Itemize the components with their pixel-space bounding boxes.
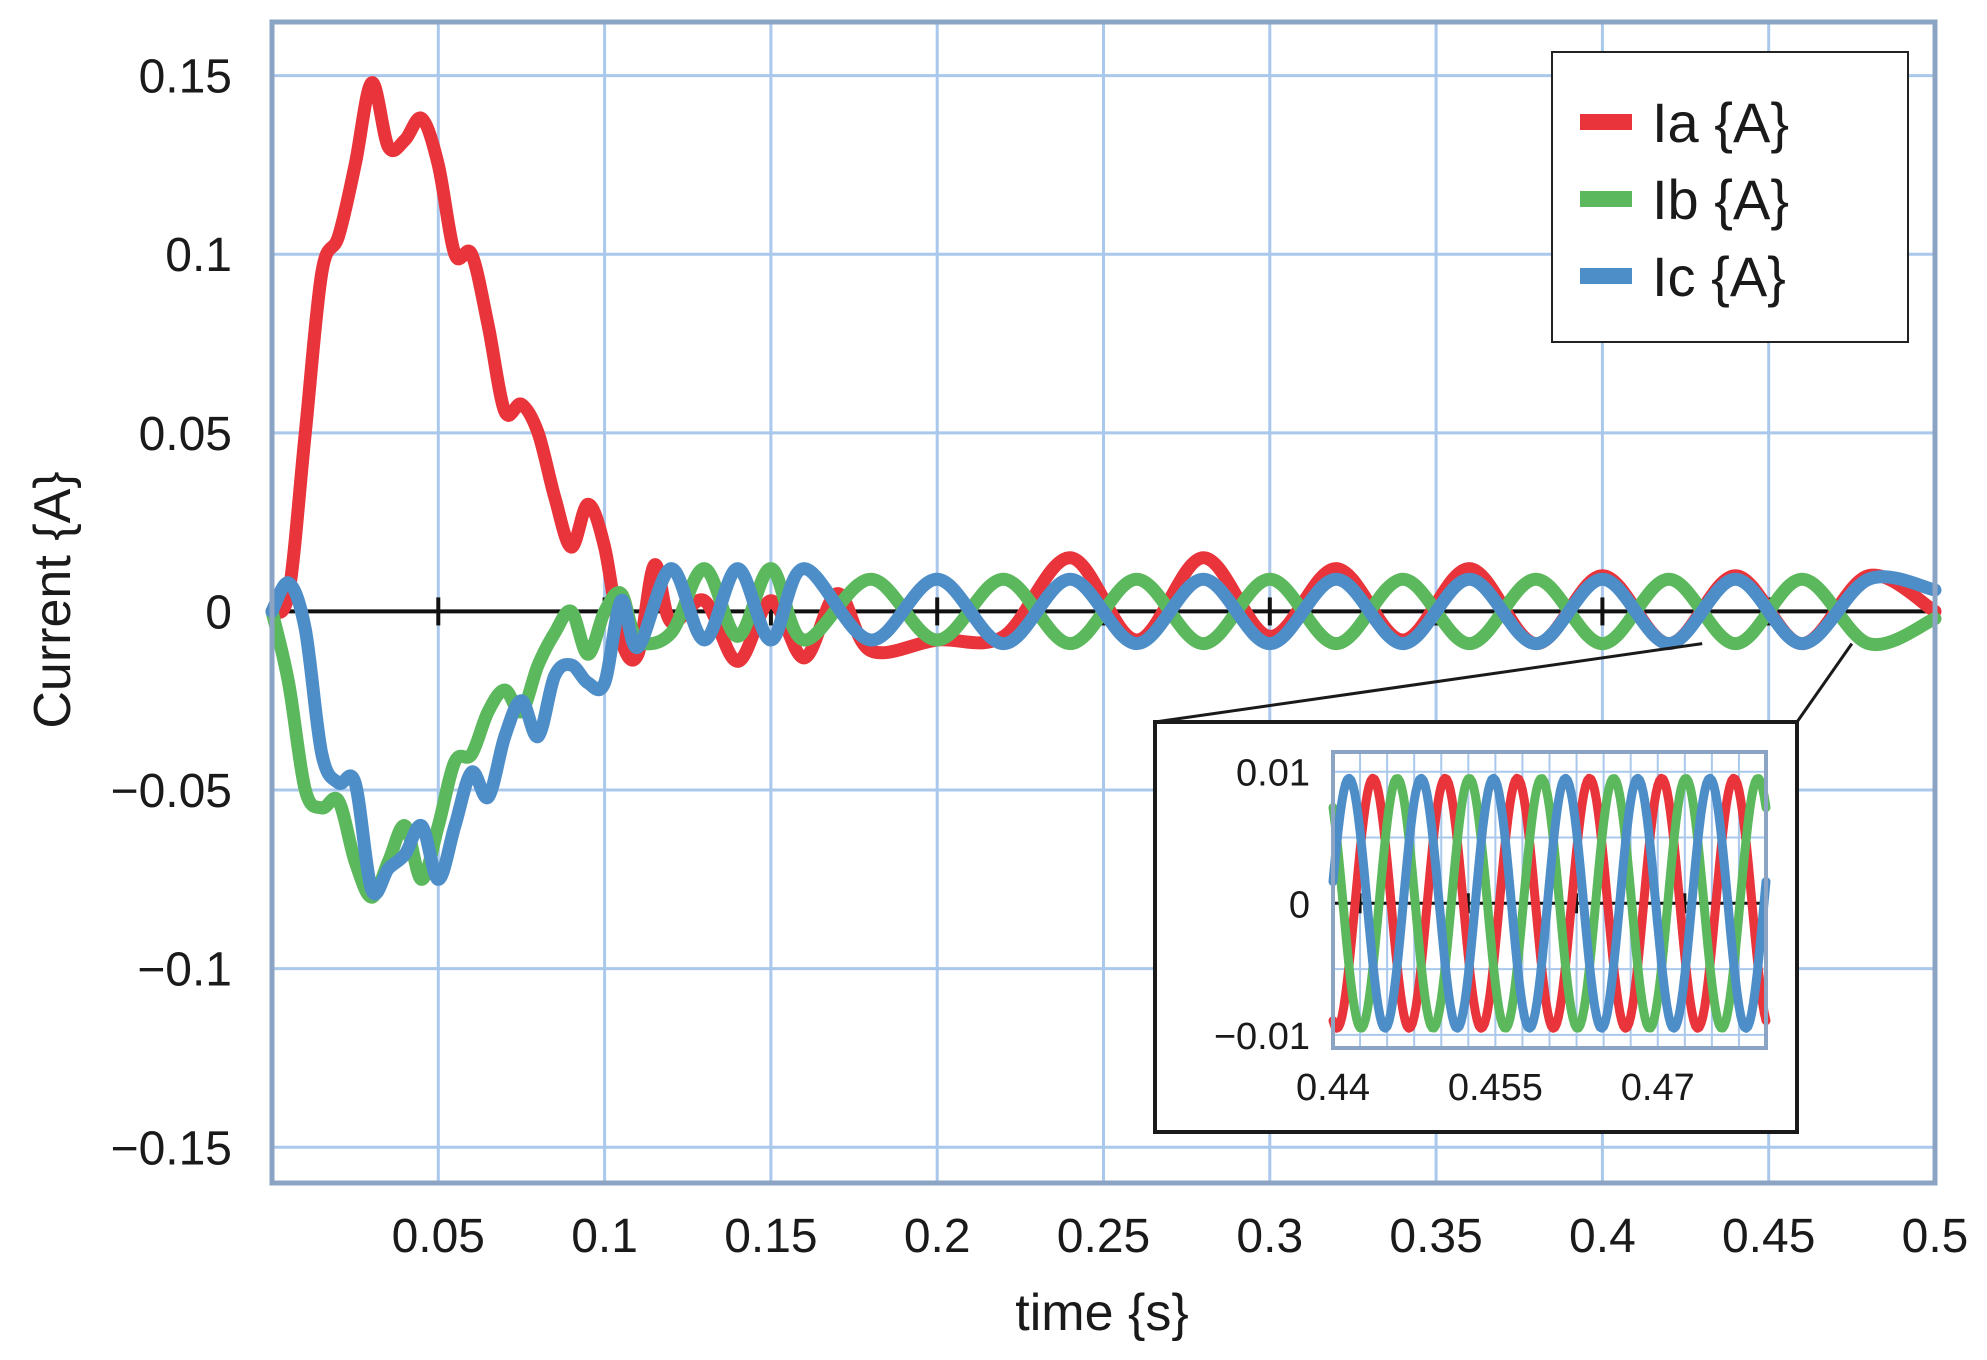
legend-label: Ib {A} [1652, 168, 1789, 231]
y-tick-label: −0.15 [111, 1122, 232, 1175]
legend-label: Ic {A} [1652, 245, 1786, 308]
legend: Ia {A} Ib {A} Ic {A} [1551, 51, 1909, 343]
y-tick-labels: 0.15 0.1 0.05 0 −0.05 −0.1 −0.15 [111, 51, 232, 1176]
inset-x-tick-label: 0.44 [1296, 1067, 1370, 1109]
zoom-connector-lines [1154, 642, 1854, 724]
y-tick-label: −0.05 [111, 765, 232, 818]
x-tick-label: 0.25 [1057, 1210, 1150, 1263]
x-tick-label: 0.5 [1902, 1210, 1969, 1263]
x-tick-label: 0.1 [571, 1210, 638, 1263]
inset-series-group [1328, 773, 1771, 1033]
main-series-group [265, 76, 1942, 904]
x-tick-label: 0.05 [392, 1210, 485, 1263]
plot-frame [269, 19, 1938, 1186]
inset-y-tick-labels: 0.01 0 −0.01 [1214, 753, 1310, 1058]
x-tick-label: 0.45 [1722, 1210, 1815, 1263]
legend-label: Ia {A} [1652, 91, 1789, 154]
inset-series-line-1 [1328, 773, 1771, 1033]
inset-series-line-2 [1328, 774, 1771, 1033]
inset-chart: 0.01 0 −0.01 0.44 0.455 0.47 [1153, 720, 1799, 1134]
inset-y-tick-label: 0 [1289, 884, 1310, 926]
inset-plot-frame [1331, 750, 1768, 1050]
y-tick-label: −0.1 [137, 944, 232, 997]
y-axis-title: Current {A} [24, 471, 82, 728]
x-tick-label: 0.35 [1389, 1210, 1482, 1263]
y-tick-label: 0 [205, 586, 232, 639]
inset-series-line-3 [1328, 773, 1771, 1033]
inset-y-tick-label: −0.01 [1214, 1016, 1310, 1058]
y-tick-label: 0.1 [165, 229, 232, 282]
inset-x-tick-label: 0.455 [1448, 1067, 1543, 1109]
x-tick-label: 0.3 [1236, 1210, 1303, 1263]
x-tick-label: 0.2 [904, 1210, 971, 1263]
x-tick-label: 0.4 [1569, 1210, 1636, 1263]
x-tick-label: 0.15 [724, 1210, 817, 1263]
y-tick-label: 0.15 [139, 51, 232, 104]
inset-x-tick-label: 0.47 [1621, 1067, 1695, 1109]
series-line-3 [265, 562, 1942, 901]
inset-x-tick-labels: 0.44 0.455 0.47 [1296, 1067, 1695, 1109]
y-tick-label: 0.05 [139, 408, 232, 461]
zoom-line-right [1795, 642, 1854, 723]
inset-y-tick-label: 0.01 [1236, 753, 1310, 795]
x-axis-title: time {s} [1015, 1284, 1188, 1342]
zoom-line-left [1154, 642, 1703, 724]
series-line-2 [265, 562, 1942, 904]
x-tick-labels: 0.05 0.1 0.15 0.2 0.25 0.3 0.35 0.4 0.45 0.5 [392, 1210, 1969, 1263]
